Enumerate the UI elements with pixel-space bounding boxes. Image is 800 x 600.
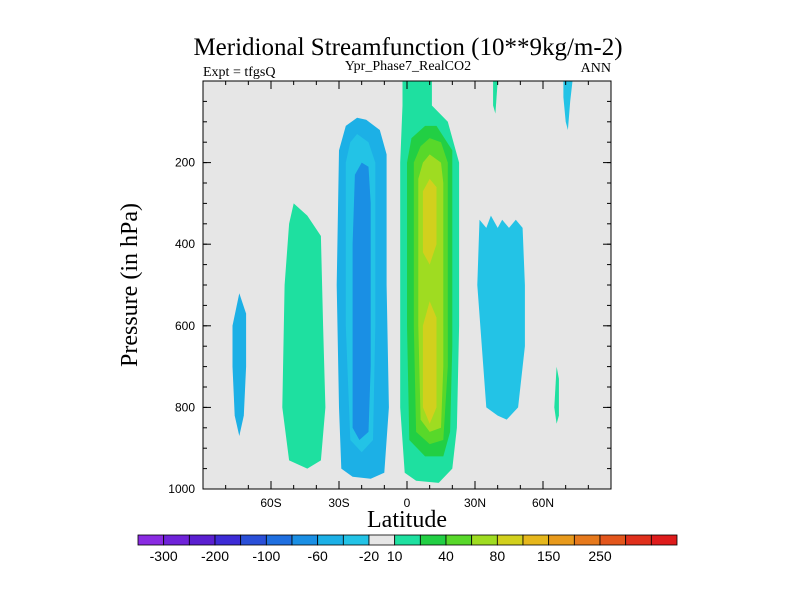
- colorbar-box: [419, 534, 447, 546]
- colorbar-label: 10: [387, 548, 403, 564]
- x-tick-label: 60S: [260, 496, 281, 510]
- colorbar-box: [471, 534, 498, 546]
- colorbar: -300 -200 -100 -60 -20 10 40 80 150 250: [137, 534, 678, 564]
- colorbar-box: [291, 534, 319, 546]
- y-tick-label: 600: [175, 319, 195, 333]
- left-label: Expt = tfgsQ: [203, 65, 275, 80]
- cell-tropics-top: [493, 81, 498, 114]
- colorbar-box: [496, 534, 524, 546]
- colorbar-box: [265, 534, 293, 546]
- y-axis-label: Pressure (in hPa): [117, 203, 143, 367]
- x-tick-label: 30S: [328, 496, 349, 510]
- colorbar-box: [548, 534, 575, 546]
- colorbar-box: [445, 534, 473, 546]
- x-tick-label: 60N: [532, 496, 554, 510]
- colorbar-box: [650, 534, 678, 546]
- colorbar-label: -200: [201, 548, 229, 564]
- cell-sh-hadley-core: [352, 162, 371, 440]
- cell-nh-hadley-max-lower: [422, 301, 437, 424]
- y-tick-label: 1000: [168, 482, 195, 496]
- colorbar-label: 150: [537, 548, 561, 564]
- cell-sh-midlat-outer: [282, 203, 326, 469]
- cell-nh-ferrel: [477, 215, 525, 420]
- colorbar-box: [317, 534, 344, 546]
- colorbar-box: [342, 534, 370, 546]
- colorbar-label: -20: [359, 548, 379, 564]
- colorbar-label: -100: [252, 548, 280, 564]
- contour-cells: [232, 81, 573, 483]
- colorbar-label: -60: [308, 548, 328, 564]
- colorbar-box: [368, 534, 396, 546]
- colorbar-box: [625, 534, 652, 546]
- colorbar-box: [522, 534, 550, 546]
- cell-nh-hadley-max-upper: [422, 178, 437, 265]
- colorbar-box: [137, 534, 165, 546]
- y-tick-label: 800: [175, 400, 195, 414]
- colorbar-box: [163, 534, 190, 546]
- colorbar-box: [240, 534, 267, 546]
- y-tick-label: 200: [175, 156, 195, 170]
- cell-nh-sliver: [554, 366, 559, 424]
- colorbar-label: 80: [490, 548, 506, 564]
- colorbar-box: [573, 534, 601, 546]
- x-tick-label: 30N: [464, 496, 486, 510]
- colorbar-box: [214, 534, 242, 546]
- colorbar-box: [394, 534, 421, 546]
- cell-nh-polar: [563, 81, 573, 130]
- colorbar-label: -300: [150, 548, 178, 564]
- axes: 60S 30S 0 30N 60N 200 400 600 800 1000: [168, 81, 611, 510]
- colorbar-label: 250: [588, 548, 612, 564]
- x-tick-label: 0: [404, 496, 411, 510]
- center-label: Ypr_Phase7_RealCO2: [345, 59, 471, 74]
- right-label: ANN: [581, 61, 611, 76]
- chart-title: Meridional Streamfunction (10**9kg/m-2): [193, 34, 622, 61]
- y-tick-label: 400: [175, 237, 195, 251]
- colorbar-box: [188, 534, 216, 546]
- cell-sh-polar-outer: [232, 293, 247, 436]
- colorbar-box: [599, 534, 627, 546]
- colorbar-label: 40: [438, 548, 454, 564]
- x-axis-label: Latitude: [367, 507, 447, 533]
